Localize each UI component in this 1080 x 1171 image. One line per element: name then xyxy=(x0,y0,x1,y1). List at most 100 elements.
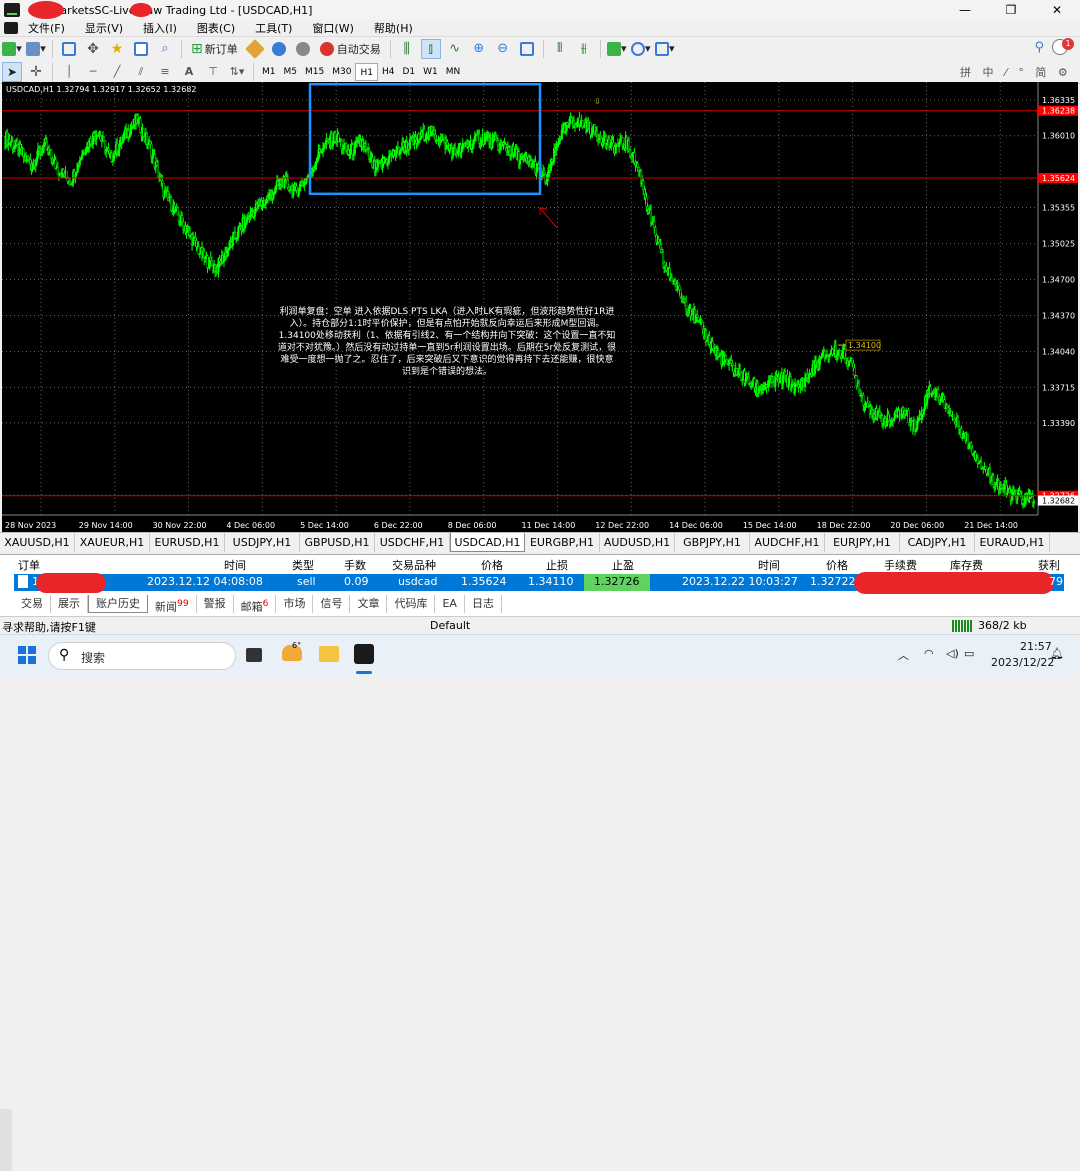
wifi-icon[interactable]: ◠ xyxy=(924,647,934,660)
tf-h1[interactable]: H1 xyxy=(355,62,378,81)
terminal-tab-2[interactable]: 账户历史 xyxy=(88,595,148,613)
menu-charts[interactable]: 图表(C) xyxy=(196,22,236,35)
col-tp[interactable]: 止盈 xyxy=(612,559,634,572)
horizontal-line-button[interactable]: ─ xyxy=(83,62,103,82)
terminal-tab-8[interactable]: 文章 xyxy=(350,595,388,613)
chevron-up-icon[interactable]: ︿ xyxy=(898,649,909,662)
periods-button[interactable]: ▾ xyxy=(630,39,651,59)
menu-window[interactable]: 窗口(W) xyxy=(312,22,354,35)
market-button[interactable] xyxy=(293,39,313,59)
tester-button[interactable]: ⌕ xyxy=(155,39,175,59)
symbol-tab-xaueur[interactable]: XAUEUR,H1 xyxy=(75,533,150,552)
candlestick-button[interactable]: ⫾ xyxy=(420,38,441,59)
terminal-tab-0[interactable]: 交易 xyxy=(14,595,51,613)
metatrader-icon[interactable] xyxy=(354,644,374,664)
minimize-button[interactable]: — xyxy=(959,3,971,17)
close-button[interactable]: ✕ xyxy=(1051,3,1063,17)
taskbar-search[interactable]: ⚲ 搜索 xyxy=(48,642,236,670)
col-symbol[interactable]: 交易品种 xyxy=(392,559,436,572)
profiles-button[interactable]: ▾ xyxy=(26,39,46,59)
tf-m15[interactable]: M15 xyxy=(305,66,325,77)
tf-m30[interactable]: M30 xyxy=(332,66,352,77)
col-lots[interactable]: 手数 xyxy=(344,559,366,572)
notification-bell-icon[interactable]: 🔔︎ xyxy=(1050,647,1064,660)
vertical-line-button[interactable]: │ xyxy=(59,62,79,82)
tf-d1[interactable]: D1 xyxy=(402,66,416,77)
data-window-button[interactable]: ✥ xyxy=(83,39,103,59)
symbol-tab-xauusd[interactable]: XAUUSD,H1 xyxy=(0,533,75,552)
symbol-tab-usdjpy[interactable]: USDJPY,H1 xyxy=(225,533,300,552)
col-close-price[interactable]: 价格 xyxy=(826,559,848,572)
menu-help[interactable]: 帮助(H) xyxy=(373,22,413,35)
col-close-time[interactable]: 时间 xyxy=(758,559,780,572)
bar-chart-button[interactable]: ⫼ xyxy=(397,39,417,59)
symbol-tab-eurgbp[interactable]: EURGBP,H1 xyxy=(525,533,600,552)
terminal-tab-5[interactable]: 邮箱6 xyxy=(234,595,277,614)
templates-button[interactable]: ▾ xyxy=(654,39,675,59)
cursor-button[interactable]: ➤ xyxy=(2,61,22,82)
zoom-in-button[interactable]: ⊕ xyxy=(469,39,489,59)
symbol-tab-usdcad[interactable]: USDCAD,H1 xyxy=(450,533,525,552)
tile-windows-button[interactable] xyxy=(517,39,537,59)
terminal-tab-10[interactable]: EA xyxy=(435,595,465,613)
col-sl[interactable]: 止损 xyxy=(546,559,568,572)
symbol-tab-euraud[interactable]: EURAUD,H1 xyxy=(975,533,1050,552)
file-explorer-icon[interactable] xyxy=(319,646,339,662)
label-button[interactable]: ⊤ xyxy=(203,62,223,82)
col-swap[interactable]: 库存费 xyxy=(950,559,983,572)
indicators-button[interactable]: ▾ xyxy=(606,39,627,59)
maximize-button[interactable]: ❐ xyxy=(1005,3,1017,17)
market-watch-button[interactable] xyxy=(59,39,79,59)
menu-file[interactable]: 文件(F) xyxy=(28,22,65,35)
symbol-tab-audchf[interactable]: AUDCHF,H1 xyxy=(750,533,825,552)
terminal-tab-11[interactable]: 日志 xyxy=(465,595,502,613)
search-icon[interactable]: ⚲ xyxy=(1034,40,1044,55)
arrows-button[interactable]: ⇅▾ xyxy=(227,62,247,82)
signals-button[interactable] xyxy=(269,39,289,59)
fibonacci-button[interactable]: ≡ xyxy=(155,62,175,82)
clock-date[interactable]: 2023/12/22 xyxy=(991,656,1055,669)
taskview-icon[interactable] xyxy=(246,648,262,662)
terminal-button[interactable] xyxy=(131,39,151,59)
symbol-tab-audusd[interactable]: AUDUSD,H1 xyxy=(600,533,675,552)
col-open-price[interactable]: 价格 xyxy=(481,559,503,572)
symbol-tab-cadjpy[interactable]: CADJPY,H1 xyxy=(900,533,975,552)
autoscroll-button[interactable]: ⫴ xyxy=(550,39,570,59)
tf-h4[interactable]: H4 xyxy=(381,66,395,77)
tf-m5[interactable]: M5 xyxy=(283,66,298,77)
volume-icon[interactable]: ◁) xyxy=(946,647,959,660)
terminal-tab-9[interactable]: 代码库 xyxy=(387,595,436,613)
crosshair-button[interactable]: ✛ xyxy=(26,62,46,82)
new-chart-button[interactable]: ▾ xyxy=(2,39,22,59)
symbol-tab-eurusd[interactable]: EURUSD,H1 xyxy=(150,533,225,552)
symbol-tab-gbpusd[interactable]: GBPUSD,H1 xyxy=(300,533,375,552)
clock-time[interactable]: 21:57 xyxy=(1020,640,1052,653)
terminal-tab-3[interactable]: 新闻99 xyxy=(148,595,197,614)
col-profit[interactable]: 获利 xyxy=(1038,559,1060,572)
tf-mn[interactable]: MN xyxy=(445,66,461,77)
tf-w1[interactable]: W1 xyxy=(423,66,438,77)
terminal-tab-4[interactable]: 警报 xyxy=(197,595,234,613)
history-row[interactable]: 12 2023.12.12 04:08:08 sell 0.09 usdcad … xyxy=(14,572,1064,594)
zoom-out-button[interactable]: ⊖ xyxy=(493,39,513,59)
chart-shift-button[interactable]: ⫵ xyxy=(574,39,594,59)
channel-button[interactable]: ⫽ xyxy=(131,62,151,82)
symbol-tab-usdchf[interactable]: USDCHF,H1 xyxy=(375,533,450,552)
text-button[interactable]: A xyxy=(179,62,199,82)
menu-insert[interactable]: 插入(I) xyxy=(143,22,177,35)
new-order-button[interactable]: ⊞ 新订单 xyxy=(191,40,238,57)
col-order[interactable]: 订单 xyxy=(18,559,40,572)
symbol-tab-gbpjpy[interactable]: GBPJPY,H1 xyxy=(675,533,750,552)
col-commission[interactable]: 手续费 xyxy=(884,559,917,572)
start-icon[interactable] xyxy=(18,646,36,664)
navigator-button[interactable]: ★ xyxy=(107,39,127,59)
auto-trading-button[interactable]: 自动交易 xyxy=(317,39,384,59)
menu-tools[interactable]: 工具(T) xyxy=(255,22,293,35)
battery-icon[interactable]: ▭ xyxy=(964,647,975,660)
col-open-time[interactable]: 时间 xyxy=(224,559,246,572)
terminal-tab-1[interactable]: 展示 xyxy=(51,595,88,613)
metaeditor-button[interactable] xyxy=(244,38,265,59)
weather-icon[interactable] xyxy=(282,645,302,661)
price-chart[interactable]: USDCAD,H1 1.32794 1.32917 1.32652 1.3268… xyxy=(2,82,1078,532)
tf-m1[interactable]: M1 xyxy=(262,66,276,77)
